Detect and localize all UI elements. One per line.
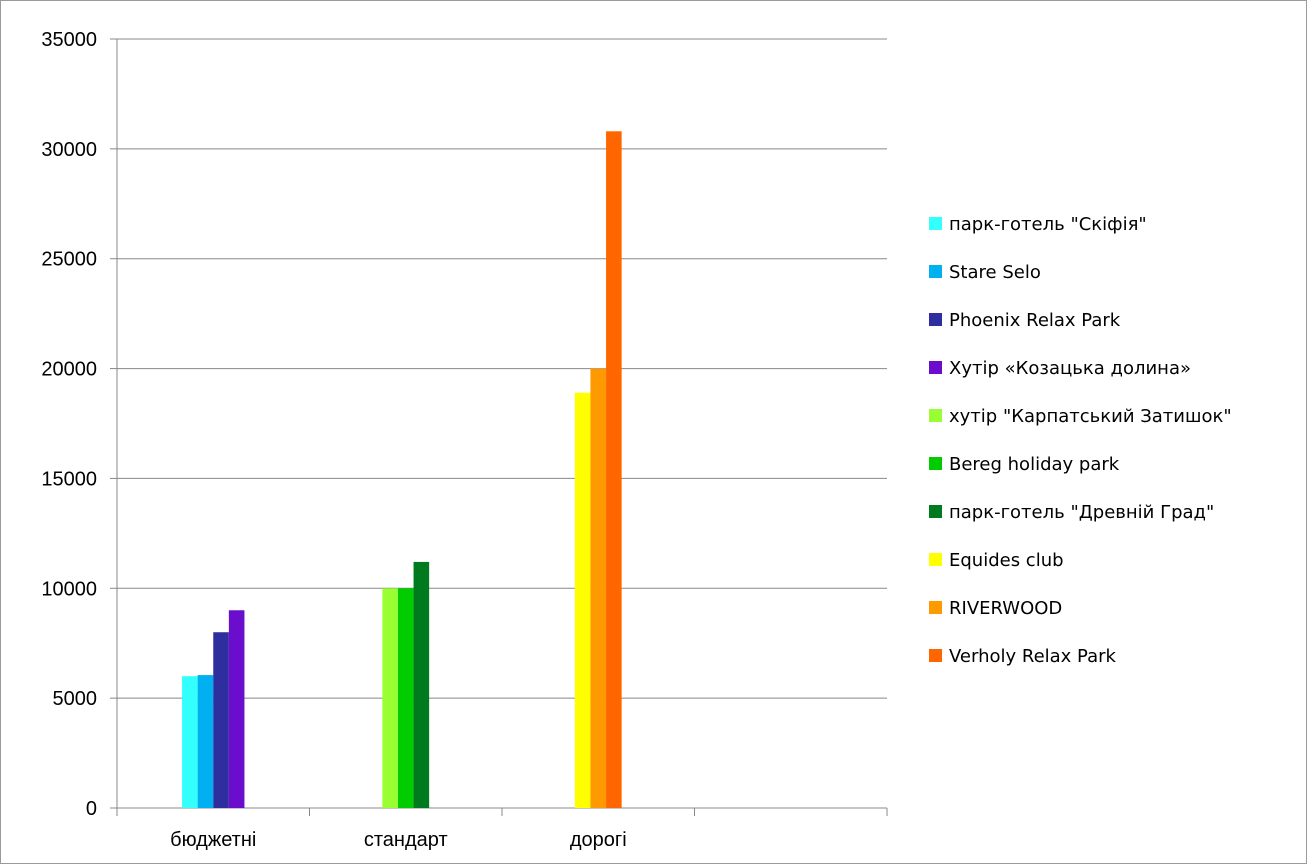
bars	[182, 131, 622, 808]
gridlines	[117, 38, 887, 699]
legend-label: парк-готель "Древній Град"	[949, 502, 1214, 523]
legend-item[interactable]: Stare Selo	[929, 262, 1041, 283]
legend-item[interactable]: парк-готель "Скіфія"	[929, 214, 1147, 235]
axes	[116, 39, 888, 816]
legend-swatch	[929, 361, 942, 374]
legend-swatch	[929, 217, 942, 230]
legend-label: Verholy Relax Park	[949, 646, 1117, 667]
bar	[213, 632, 229, 808]
category-label: дорогі	[570, 829, 627, 851]
legend-swatch	[929, 265, 942, 278]
bar	[228, 610, 245, 808]
category-label: стандарт	[364, 829, 448, 851]
category-labels: бюджетні стандарт дорогі	[170, 829, 626, 851]
bar	[382, 588, 398, 808]
legend-item[interactable]: RIVERWOOD	[929, 598, 1062, 619]
y-tick-label: 0	[86, 798, 97, 820]
legend-label: Phoenix Relax Park	[949, 310, 1121, 331]
legend-item[interactable]: парк-готель "Древній Град"	[929, 502, 1214, 523]
legend-swatch	[929, 457, 942, 470]
legend-swatch	[929, 409, 942, 422]
bar	[574, 392, 591, 808]
legend-item[interactable]: Equides club	[929, 550, 1064, 571]
bar	[182, 676, 198, 808]
legend-label: парк-готель "Скіфія"	[949, 214, 1147, 235]
legend[interactable]: парк-готель "Скіфія" Stare Selo Phoenix Re…	[929, 214, 1232, 667]
y-tick-label: 20000	[41, 359, 97, 381]
legend-label: Хутір «Козацька долина»	[949, 358, 1191, 379]
bar	[397, 588, 414, 808]
category-label: бюджетні	[170, 829, 256, 851]
y-tick-label: 25000	[41, 249, 97, 271]
y-tick-label: 10000	[41, 578, 97, 600]
legend-label: Stare Selo	[949, 262, 1041, 283]
y-tick-label: 30000	[41, 139, 97, 161]
y-tick-label: 35000	[41, 29, 97, 51]
legend-swatch	[929, 649, 942, 662]
legend-label: Bereg holiday park	[949, 454, 1120, 475]
legend-swatch	[929, 313, 942, 326]
legend-item[interactable]: хутір "Карпатський Затишок"	[929, 406, 1232, 427]
legend-swatch	[929, 601, 942, 614]
legend-swatch	[929, 505, 942, 518]
legend-item[interactable]: Хутір «Козацька долина»	[929, 358, 1191, 379]
legend-swatch	[929, 553, 942, 566]
legend-label: Equides club	[949, 550, 1064, 571]
bar	[413, 561, 430, 808]
y-tick-label: 5000	[53, 688, 98, 710]
legend-label: RIVERWOOD	[949, 598, 1062, 619]
legend-item[interactable]: Verholy Relax Park	[929, 646, 1117, 667]
y-tick-label: 15000	[41, 468, 97, 490]
bar	[590, 368, 607, 808]
y-tick-labels: 0 5000 10000 15000 20000 25000 30000 35000	[41, 29, 117, 820]
bar	[606, 131, 622, 808]
legend-item[interactable]: Phoenix Relax Park	[929, 310, 1121, 331]
legend-item[interactable]: Bereg holiday park	[929, 454, 1120, 475]
bar	[197, 675, 214, 808]
legend-label: хутір "Карпатський Затишок"	[949, 406, 1232, 427]
